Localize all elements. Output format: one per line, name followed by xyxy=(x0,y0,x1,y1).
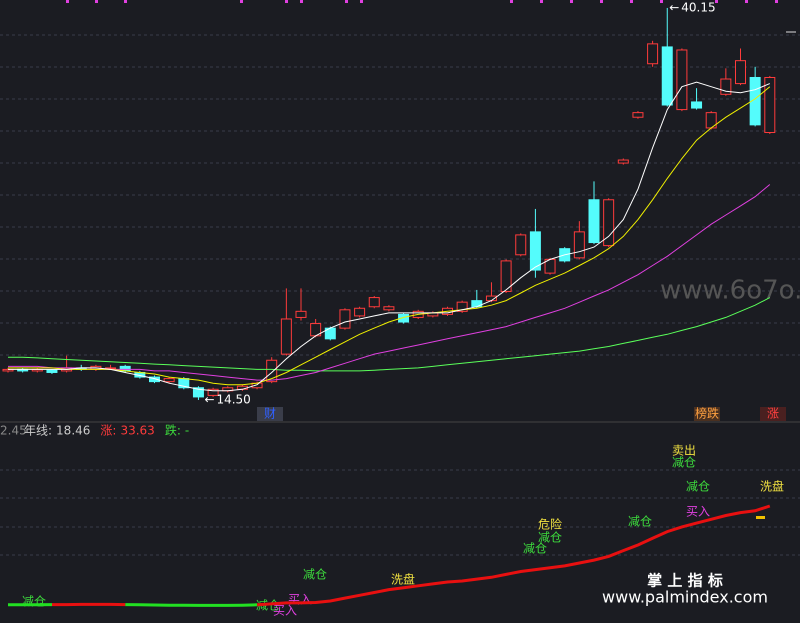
candle-body xyxy=(617,159,629,164)
grid xyxy=(0,34,800,556)
candle-body xyxy=(163,378,175,383)
candle-body xyxy=(46,369,58,373)
line xyxy=(8,297,771,372)
candle-body xyxy=(588,199,600,244)
signal: 危险 xyxy=(538,517,562,532)
signals: 减仓 减仓 买入 买入 减仓 洗盘 危险 减仓 减仓 减仓 买入 减仓 洗盘 卖… xyxy=(22,444,784,618)
marker: 涨 xyxy=(767,406,779,421)
signal: 洗盘 xyxy=(760,479,784,494)
candle-body xyxy=(691,101,703,109)
candle-body xyxy=(207,388,219,396)
arrow: ← xyxy=(669,0,679,14)
candle-body xyxy=(632,112,644,118)
candle-body xyxy=(661,46,673,106)
signal: 洗盘 xyxy=(391,572,415,587)
candle-body xyxy=(105,367,117,370)
signal: 减仓 xyxy=(538,531,562,545)
signal: 卖出 xyxy=(672,444,696,458)
header-value: 33.63 xyxy=(120,424,154,438)
header-value: 18.46 xyxy=(56,424,90,438)
candle-body xyxy=(295,310,307,318)
line xyxy=(52,504,771,607)
header-name: 年线: xyxy=(24,424,52,438)
signal: 买入 xyxy=(273,604,297,618)
max-label: 40.15 xyxy=(681,0,715,14)
signal: 减仓 xyxy=(672,456,696,470)
header-name: 跌: xyxy=(165,423,181,438)
candle-body xyxy=(647,43,659,65)
marker: 榜跌 xyxy=(695,406,719,421)
candle-body xyxy=(192,387,204,398)
candle-body xyxy=(456,301,468,312)
signal: 减仓 xyxy=(628,515,652,529)
candle-body xyxy=(764,76,776,134)
candle-body xyxy=(339,309,351,329)
candle-body xyxy=(280,318,292,355)
candle-body xyxy=(720,78,732,95)
marker: 财 xyxy=(264,407,276,421)
candle-body xyxy=(354,307,366,317)
signal-marker xyxy=(756,516,765,519)
candle-body xyxy=(149,376,160,383)
candle-body xyxy=(515,234,527,256)
candle-body xyxy=(398,313,410,323)
candle-body xyxy=(383,306,395,311)
signal: 减仓 xyxy=(686,480,710,494)
candle-body xyxy=(500,260,512,292)
candle-body xyxy=(266,359,278,383)
watermark-title: 掌 上 指 标 xyxy=(647,572,723,590)
candle-body xyxy=(735,60,746,85)
top-dots xyxy=(66,0,778,3)
signal: 买入 xyxy=(686,505,710,519)
line xyxy=(8,86,771,386)
header-name: 涨: xyxy=(100,423,116,438)
header-value: - xyxy=(185,424,189,438)
line xyxy=(8,81,770,392)
signal: 减仓 xyxy=(523,542,547,556)
signal: 减仓 xyxy=(22,595,46,609)
candle-body xyxy=(529,231,541,271)
candle-body xyxy=(573,231,585,259)
watermark: www.6o7o.com xyxy=(660,276,800,306)
candle-body xyxy=(676,49,688,111)
candle-body xyxy=(749,76,761,126)
min-label: 14.50 xyxy=(216,392,250,406)
marker-box xyxy=(257,407,283,421)
candle-body xyxy=(368,297,380,308)
marker-box xyxy=(760,407,786,421)
marker-box xyxy=(694,407,720,421)
header-cut-value: 2.45 xyxy=(0,424,27,438)
candle-body xyxy=(471,300,483,308)
candle-body xyxy=(603,199,615,247)
watermark-url: www.palmindex.com xyxy=(602,588,768,607)
line xyxy=(8,184,771,381)
signal: 减仓 xyxy=(303,568,327,582)
arrow: ← xyxy=(204,392,214,406)
line xyxy=(8,603,258,607)
